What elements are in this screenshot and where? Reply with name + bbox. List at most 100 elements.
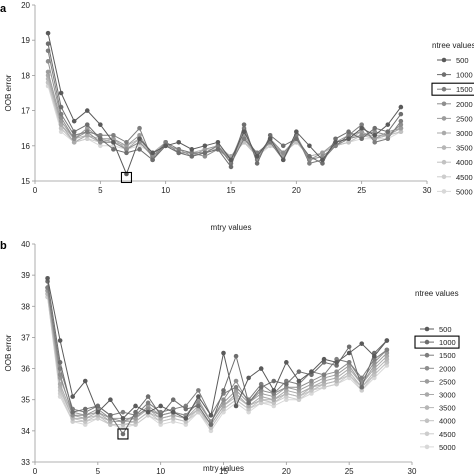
series-3000 bbox=[45, 73, 404, 163]
y-tick-label: 34 bbox=[21, 427, 30, 436]
data-point bbox=[307, 161, 312, 166]
data-point bbox=[359, 384, 365, 390]
legend-label: 1500 bbox=[456, 85, 473, 94]
data-point bbox=[372, 129, 378, 135]
y-tick-label: 16 bbox=[21, 142, 30, 151]
data-point bbox=[202, 154, 208, 159]
x-tick-label: 10 bbox=[156, 467, 165, 474]
data-point bbox=[137, 136, 142, 142]
legend-item: 2000 bbox=[437, 100, 473, 109]
legend-swatch-marker bbox=[424, 392, 430, 397]
series-1500 bbox=[45, 285, 390, 418]
data-point bbox=[359, 341, 365, 346]
x-tick-label: 5 bbox=[96, 467, 101, 474]
data-point bbox=[359, 136, 364, 142]
legend-label: 1000 bbox=[439, 338, 456, 347]
data-point bbox=[98, 122, 103, 127]
y-tick-label: 35 bbox=[21, 396, 30, 405]
legend-swatch-marker bbox=[424, 339, 430, 345]
legend-item: 3500 bbox=[437, 144, 473, 153]
data-point bbox=[346, 139, 351, 145]
data-point bbox=[84, 129, 90, 135]
legend-label: 5000 bbox=[439, 443, 456, 452]
data-point bbox=[228, 157, 234, 163]
panel-label: a bbox=[0, 3, 7, 15]
y-tick-label: 15 bbox=[21, 177, 30, 186]
data-point bbox=[71, 118, 77, 124]
data-point bbox=[58, 90, 64, 96]
legend-label: 3000 bbox=[439, 391, 456, 400]
data-point bbox=[98, 139, 103, 145]
data-point bbox=[170, 409, 176, 415]
series-line-2000 bbox=[47, 287, 388, 423]
data-point bbox=[321, 356, 327, 362]
data-point bbox=[137, 143, 142, 149]
x-axis-label: mtry values bbox=[203, 464, 244, 473]
data-point bbox=[334, 369, 339, 374]
legend-label: 3500 bbox=[439, 404, 456, 413]
data-point bbox=[145, 394, 151, 399]
data-point bbox=[294, 136, 299, 142]
data-point bbox=[221, 397, 226, 403]
data-point bbox=[82, 406, 88, 412]
data-point bbox=[254, 154, 260, 159]
x-tick-label: 5 bbox=[98, 186, 103, 195]
data-point bbox=[215, 147, 221, 152]
y-tick-label: 17 bbox=[21, 107, 30, 116]
data-point bbox=[258, 366, 264, 371]
series-5000 bbox=[45, 83, 404, 159]
data-point bbox=[258, 384, 264, 390]
data-point bbox=[120, 416, 126, 421]
data-point bbox=[84, 136, 90, 142]
data-point bbox=[71, 132, 77, 138]
data-point bbox=[398, 129, 404, 135]
legend-item: 2500 bbox=[437, 114, 473, 123]
x-tick-label: 15 bbox=[219, 467, 228, 474]
legend-label: 3000 bbox=[456, 129, 473, 138]
x-tick-label: 15 bbox=[227, 186, 236, 195]
data-point bbox=[84, 122, 90, 127]
data-point bbox=[120, 431, 126, 437]
y-tick-label: 37 bbox=[21, 333, 30, 342]
data-point bbox=[221, 350, 226, 356]
data-point bbox=[372, 139, 378, 145]
legend-label: 2500 bbox=[456, 114, 473, 123]
data-point bbox=[202, 150, 208, 156]
data-point bbox=[233, 353, 239, 359]
data-point bbox=[346, 132, 351, 138]
data-point bbox=[176, 150, 182, 156]
data-point bbox=[398, 111, 404, 117]
data-point bbox=[45, 59, 51, 64]
x-tick-label: 30 bbox=[423, 186, 432, 195]
data-point bbox=[145, 409, 151, 415]
legend-swatch-marker bbox=[441, 116, 447, 121]
data-point bbox=[183, 406, 189, 412]
data-point bbox=[233, 403, 239, 409]
chart-panel-b: b 33 34 35 36 37 38 39 40 0 5 10 15 20 25 30 mtry values… bbox=[0, 240, 460, 474]
data-point bbox=[228, 164, 234, 170]
data-point bbox=[267, 136, 273, 142]
series-line-2500 bbox=[47, 71, 402, 161]
data-point bbox=[124, 139, 129, 145]
legend-item: 1000 bbox=[414, 335, 460, 349]
legend-swatch-marker bbox=[441, 145, 447, 150]
data-point bbox=[346, 350, 352, 356]
legend-swatch-marker bbox=[424, 444, 430, 450]
data-point bbox=[233, 378, 239, 384]
data-point bbox=[145, 400, 151, 406]
legend-item: 1000 bbox=[437, 71, 473, 80]
data-point bbox=[267, 132, 273, 138]
data-point bbox=[309, 378, 314, 384]
data-point bbox=[71, 139, 77, 145]
y-axis-label: OOB error bbox=[4, 74, 13, 111]
data-point bbox=[385, 136, 391, 142]
data-point bbox=[196, 388, 201, 393]
data-point bbox=[202, 147, 208, 152]
data-point bbox=[398, 125, 404, 131]
legend-swatch-marker bbox=[441, 86, 447, 92]
x-tick-label: 25 bbox=[345, 467, 354, 474]
data-point bbox=[271, 378, 277, 384]
data-point bbox=[359, 375, 365, 381]
legend-swatch-marker bbox=[424, 431, 430, 437]
